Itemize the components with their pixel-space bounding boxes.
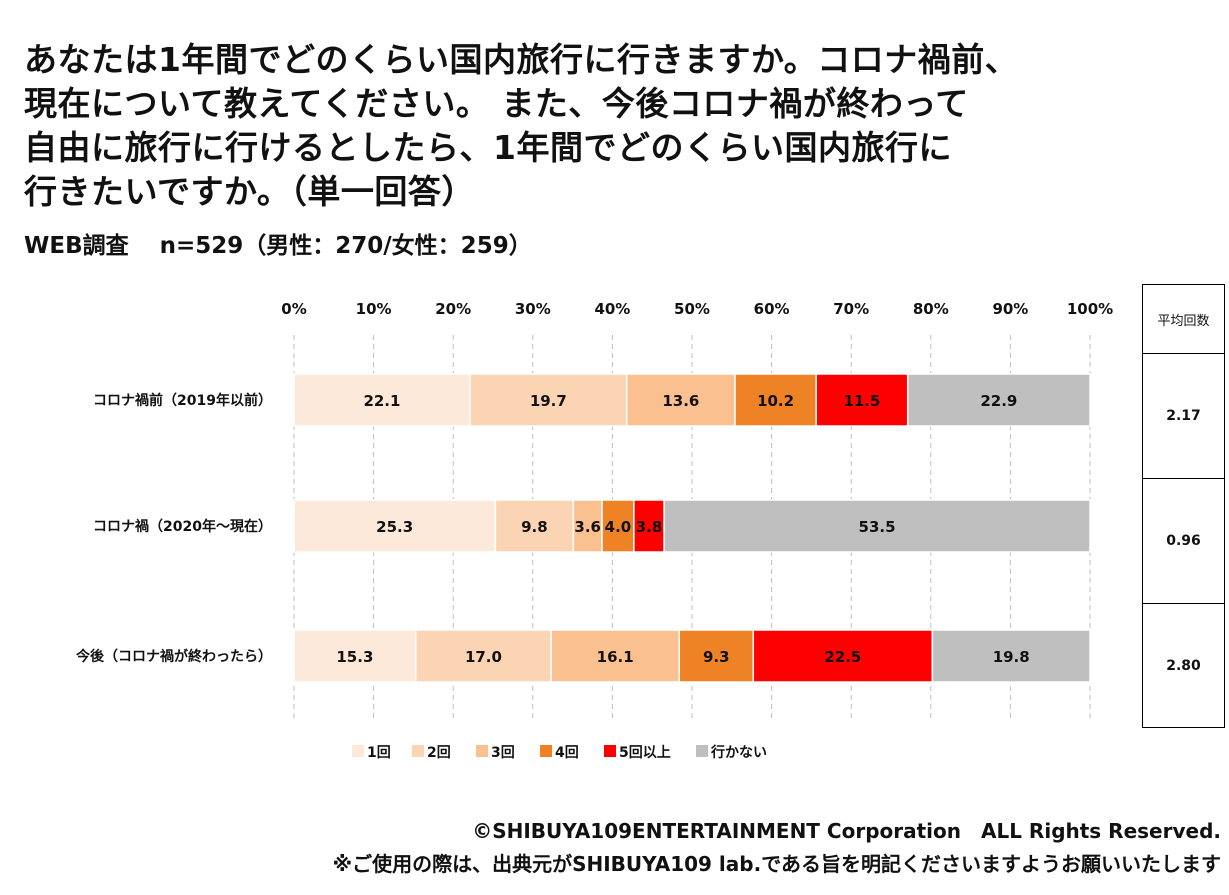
bar-segment bbox=[293, 629, 417, 683]
data-label: 10.2 bbox=[757, 392, 794, 410]
average-value: 0.96 bbox=[1143, 479, 1224, 604]
bar-segment bbox=[494, 499, 575, 553]
bar-segment bbox=[293, 499, 497, 553]
data-label: 19.7 bbox=[530, 392, 567, 410]
x-tick-label: 20% bbox=[435, 300, 471, 318]
legend-swatch bbox=[352, 745, 364, 757]
bar-segment bbox=[931, 629, 1091, 683]
average-value: 2.80 bbox=[1166, 657, 1201, 674]
x-tick-label: 50% bbox=[674, 300, 710, 318]
data-label: 15.3 bbox=[336, 648, 373, 666]
data-label: 19.8 bbox=[993, 648, 1030, 666]
legend-label: 2回 bbox=[427, 745, 451, 761]
data-label: 16.1 bbox=[597, 648, 634, 666]
average-table-header: 平均回数 bbox=[1143, 285, 1224, 354]
bar-segment bbox=[633, 499, 665, 553]
legend-label: 行かない bbox=[710, 744, 767, 761]
title-line: あなたは1年間でどのくらい国内旅行に行きますか。コロナ禍前、 bbox=[24, 40, 1019, 79]
data-label: 3.8 bbox=[636, 518, 663, 536]
title-line: 自由に旅行に行けるとしたら、1年間でどのくらい国内旅行に bbox=[24, 128, 952, 167]
data-label: 9.8 bbox=[521, 518, 548, 536]
legend-swatch bbox=[476, 745, 488, 757]
copyright-text: ©SHIBUYA109ENTERTAINMENT Corporation ALL… bbox=[472, 819, 1221, 843]
x-tick-label: 80% bbox=[913, 300, 949, 318]
chart-title: あなたは1年間でどのくらい国内旅行に行きますか。コロナ禍前、 現在について教えて… bbox=[24, 38, 1204, 214]
usage-note: ※ご使用の際は、出典元がSHIBUYA109 lab.である旨を明記くださいます… bbox=[332, 852, 1221, 876]
bar-segment bbox=[469, 373, 628, 427]
x-tick-label: 90% bbox=[992, 300, 1028, 318]
title-line: 現在について教えてください。 また、今後コロナ禍が終わって bbox=[24, 84, 969, 123]
x-tick-label: 70% bbox=[833, 300, 869, 318]
bar-segment bbox=[906, 373, 1091, 427]
data-label: 53.5 bbox=[859, 518, 896, 536]
bar-segment bbox=[663, 499, 1091, 553]
data-label: 4.0 bbox=[605, 518, 632, 536]
bar-segment bbox=[678, 629, 755, 683]
data-label: 17.0 bbox=[465, 648, 502, 666]
bar-segment bbox=[752, 629, 934, 683]
x-tick-label: 0% bbox=[281, 300, 306, 318]
bar-segment bbox=[734, 373, 817, 427]
bar-segment bbox=[601, 499, 635, 553]
survey-note: WEB調査 n=529（男性：270/女性：259） bbox=[24, 233, 532, 259]
average-table: 平均回数 2.17 0.96 2.80 bbox=[1142, 284, 1225, 728]
x-tick-label: 100% bbox=[1067, 300, 1113, 318]
x-tick-label: 10% bbox=[356, 300, 392, 318]
category-label: 今後（コロナ禍が終わったら） bbox=[75, 648, 272, 665]
legend-label: 1回 bbox=[367, 745, 391, 761]
x-tick-label: 60% bbox=[754, 300, 790, 318]
data-label: 22.9 bbox=[980, 392, 1017, 410]
legend-label: 4回 bbox=[555, 745, 579, 761]
bar-segment bbox=[625, 373, 736, 427]
legend-swatch bbox=[412, 745, 424, 757]
data-label: 22.5 bbox=[824, 648, 861, 666]
data-label: 25.3 bbox=[376, 518, 413, 536]
legend-swatch bbox=[696, 745, 708, 757]
bar-segment bbox=[550, 629, 681, 683]
legend-swatch bbox=[604, 745, 616, 757]
legend-label: 3回 bbox=[491, 745, 515, 761]
bar-segment bbox=[293, 373, 471, 427]
legend-label: 5回以上 bbox=[619, 745, 671, 761]
data-label: 9.3 bbox=[703, 648, 730, 666]
data-label: 11.5 bbox=[843, 392, 880, 410]
category-label: コロナ禍（2020年～現在） bbox=[93, 518, 272, 535]
legend-swatch bbox=[540, 745, 552, 757]
title-line: 行きたいですか。（単一回答） bbox=[24, 172, 475, 211]
category-label: コロナ禍前（2019年以前） bbox=[93, 392, 272, 409]
data-label: 22.1 bbox=[363, 392, 400, 410]
data-label: 3.6 bbox=[574, 518, 601, 536]
average-value: 2.17 bbox=[1143, 354, 1224, 479]
x-tick-label: 40% bbox=[594, 300, 630, 318]
data-label: 13.6 bbox=[662, 392, 699, 410]
bar-segment bbox=[415, 629, 552, 683]
x-tick-label: 30% bbox=[515, 300, 551, 318]
